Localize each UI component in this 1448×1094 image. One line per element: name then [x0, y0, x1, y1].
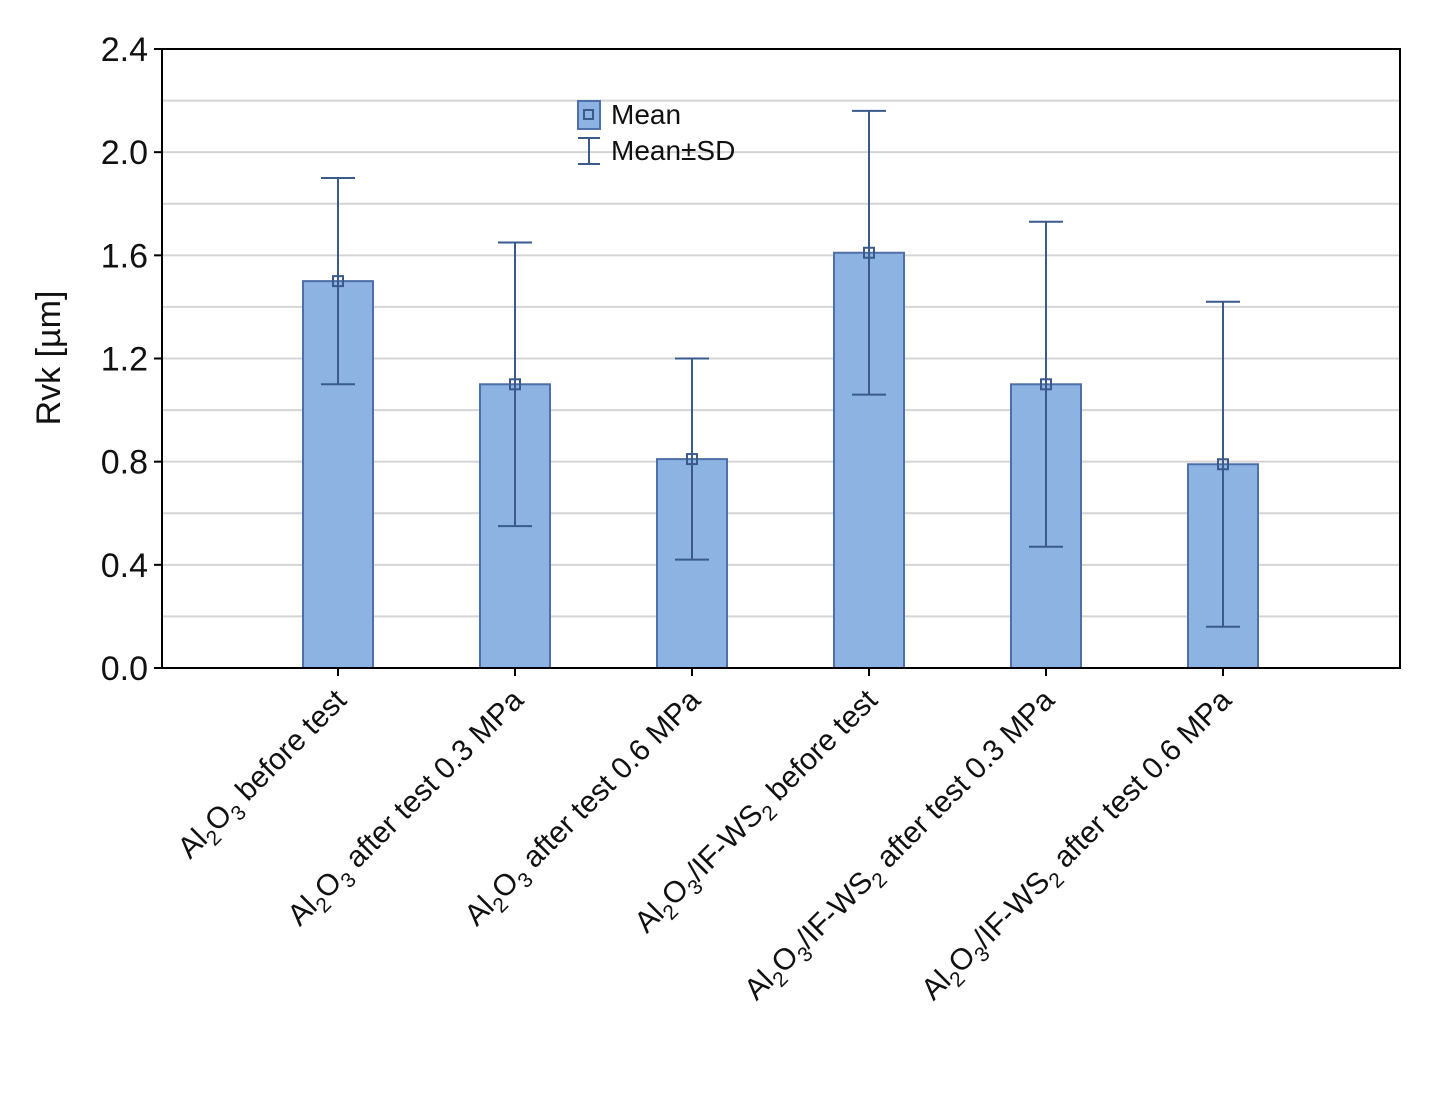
mean-marker-5	[1040, 378, 1052, 391]
x-category-label-6: Al2O3/IF-WS2 after test 0.6 MPa	[915, 683, 1242, 1010]
y-axis: 0.0 0.4 0.8 1.2 1.6 2.0 2.4	[101, 31, 162, 688]
legend: Mean Mean±SD	[577, 99, 735, 166]
bars	[302, 251, 1259, 669]
mean-marker-1	[332, 275, 344, 288]
legend-mean-label: Mean	[611, 99, 681, 130]
y-axis-title: Rvk [µm]	[30, 291, 68, 426]
mean-marker-4	[863, 246, 875, 259]
y-tick-label: 2.0	[101, 134, 148, 172]
x-category-label-5: Al2O3/IF-WS2 after test 0.3 MPa	[738, 683, 1065, 1010]
error-bars	[321, 109, 1240, 628]
mean-marker-2	[509, 378, 521, 391]
legend-sd-label: Mean±SD	[611, 135, 735, 166]
y-tick-label: 1.2	[101, 341, 148, 379]
mean-marker-6	[1217, 458, 1229, 471]
y-tick-label: 1.6	[101, 237, 148, 275]
y-tick-label: 0.0	[101, 650, 148, 688]
mean-marker-3	[686, 453, 698, 466]
y-tick-label: 0.8	[101, 444, 148, 482]
y-tick-label: 2.4	[101, 31, 148, 69]
y-tick-label: 0.4	[101, 547, 148, 585]
legend-mean-square-marker	[583, 109, 594, 120]
x-category-label-1: Al2O3 before test	[172, 683, 358, 869]
legend-mean-swatch	[577, 100, 601, 130]
